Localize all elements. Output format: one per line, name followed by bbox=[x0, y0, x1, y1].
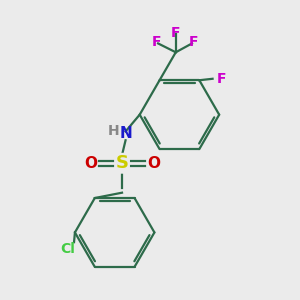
Text: O: O bbox=[147, 156, 160, 171]
Text: F: F bbox=[152, 35, 161, 49]
Text: F: F bbox=[189, 35, 198, 49]
Text: O: O bbox=[84, 156, 97, 171]
Text: Cl: Cl bbox=[60, 242, 75, 256]
Text: N: N bbox=[119, 126, 132, 141]
Text: F: F bbox=[217, 72, 226, 86]
Text: F: F bbox=[171, 26, 181, 40]
Text: H: H bbox=[108, 124, 120, 138]
Text: S: S bbox=[116, 154, 128, 172]
